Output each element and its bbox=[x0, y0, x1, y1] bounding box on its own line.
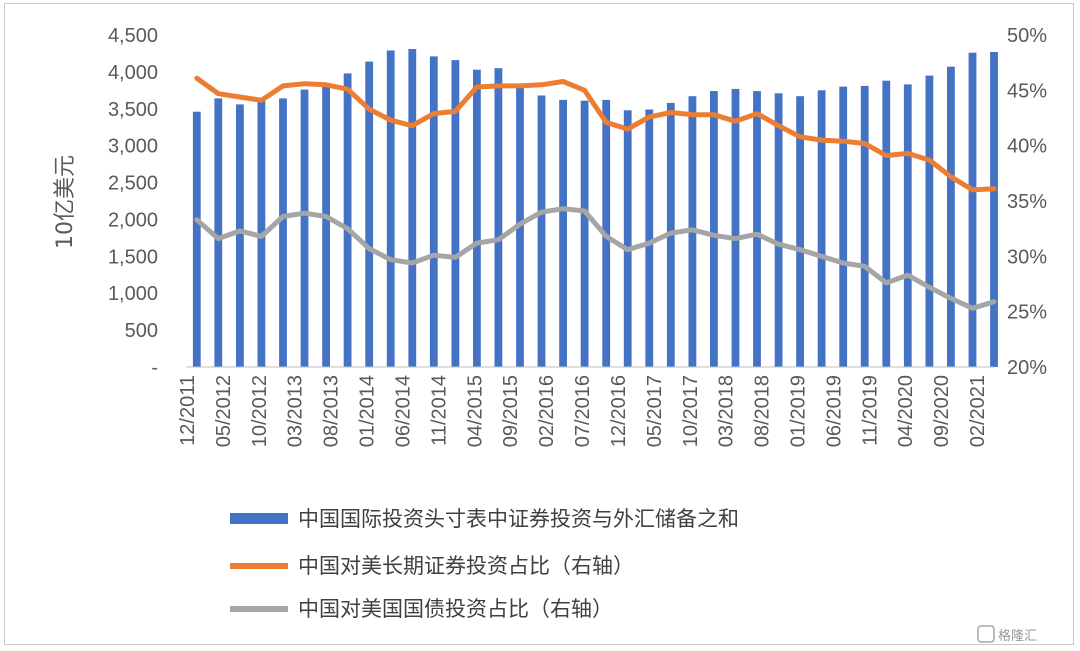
bar-21 bbox=[645, 109, 654, 367]
x-tick-label: 08/2018 bbox=[752, 375, 774, 447]
left-tick-label: 1,500 bbox=[108, 246, 158, 268]
bar-34 bbox=[925, 75, 934, 367]
x-tick-label: 03/2018 bbox=[716, 375, 738, 447]
series-line-2 bbox=[194, 206, 997, 311]
bar-32 bbox=[882, 80, 891, 367]
x-axis-ticks: 12/2011 05/2012 10/2012 03/2013 08/2013 01/20… bbox=[177, 375, 989, 447]
bar-13 bbox=[473, 69, 481, 367]
bar-35 bbox=[947, 66, 955, 367]
y-axis-label: 10亿美元 bbox=[53, 155, 78, 249]
left-tick-label: 3,000 bbox=[108, 136, 158, 158]
legend-label-grey: 中国对美国国债投资占比（右轴） bbox=[298, 597, 613, 621]
left-tick-label: 3,500 bbox=[108, 99, 158, 121]
bar-4 bbox=[279, 98, 287, 368]
legend-label-orange: 中国对美长期证券投资占比（右轴） bbox=[298, 554, 634, 578]
treasury-share-line bbox=[194, 206, 997, 311]
x-tick-label: 10/2017 bbox=[680, 375, 702, 447]
bar-37 bbox=[990, 52, 998, 367]
legend: 中国国际投资头寸表中证券投资与外汇储备之和 中国对美长期证券投资占比（右轴） 中… bbox=[230, 507, 739, 621]
right-tick-label: 30% bbox=[1007, 246, 1047, 268]
right-tick-label: 40% bbox=[1007, 136, 1047, 158]
watermark: 格隆汇 bbox=[977, 625, 1037, 644]
x-tick-label: 04/2015 bbox=[464, 375, 486, 447]
left-tick-label: 4,500 bbox=[108, 25, 158, 47]
legend-swatch-bars bbox=[230, 513, 288, 524]
bar-20 bbox=[623, 110, 632, 368]
bar-17 bbox=[559, 99, 567, 368]
long-term-securities-share-line bbox=[194, 75, 997, 193]
bar-28 bbox=[796, 96, 804, 367]
x-tick-label: 06/2014 bbox=[393, 375, 415, 447]
bar-24 bbox=[710, 91, 718, 367]
bar-7 bbox=[343, 73, 352, 368]
bar-29 bbox=[817, 90, 826, 368]
left-tick-label: 4,000 bbox=[108, 62, 158, 84]
right-tick-label: 25% bbox=[1007, 302, 1047, 324]
x-tick-label: 01/2019 bbox=[788, 375, 810, 447]
right-tick-label: 50% bbox=[1007, 25, 1047, 47]
x-tick-label: 05/2012 bbox=[213, 375, 235, 447]
x-tick-label: 11/2019 bbox=[859, 375, 881, 446]
x-tick-label: 11/2014 bbox=[428, 375, 450, 446]
x-tick-label: 09/2020 bbox=[931, 375, 953, 447]
x-tick-label: 02/2016 bbox=[536, 375, 558, 447]
x-tick-label: 10/2012 bbox=[249, 375, 271, 447]
x-tick-label: 06/2019 bbox=[823, 375, 845, 447]
x-tick-label: 07/2016 bbox=[572, 375, 594, 447]
watermark-text: 格隆汇 bbox=[998, 628, 1037, 644]
left-tick-label: 2,000 bbox=[108, 209, 158, 231]
x-tick-label: 12/2011 bbox=[177, 375, 199, 446]
x-tick-label: 02/2021 bbox=[967, 375, 989, 447]
right-tick-label: 20% bbox=[1007, 357, 1047, 379]
bar-26 bbox=[753, 91, 761, 367]
right-tick-label: 45% bbox=[1007, 80, 1047, 102]
right-tick-label: 35% bbox=[1007, 191, 1047, 213]
bar-8 bbox=[365, 61, 374, 367]
bars-layer bbox=[192, 49, 998, 368]
bar-27 bbox=[774, 93, 783, 368]
right-axis-ticks: 20% 25% 30% 35% 40% 45% 50% bbox=[1007, 25, 1047, 379]
bar-30 bbox=[839, 86, 848, 367]
bar-25 bbox=[731, 88, 740, 368]
series-line-1 bbox=[194, 75, 997, 193]
bar-2 bbox=[236, 104, 244, 368]
bar-18 bbox=[580, 100, 589, 367]
x-tick-label: 12/2016 bbox=[608, 375, 630, 447]
left-tick-label: 2,500 bbox=[108, 173, 158, 195]
left-axis-ticks: - 500 1,000 1,500 2,000 2,500 3,000 3,500 4,000 4… bbox=[108, 25, 158, 379]
bar-33 bbox=[903, 84, 912, 368]
bar-9 bbox=[386, 50, 395, 367]
bar-10 bbox=[408, 49, 417, 367]
x-tick-label: 04/2020 bbox=[895, 375, 917, 447]
x-tick-label: 08/2013 bbox=[321, 375, 343, 447]
x-tick-label: 05/2017 bbox=[644, 375, 666, 447]
left-tick-label: 1,000 bbox=[108, 283, 158, 305]
x-tick-label: 01/2014 bbox=[357, 375, 379, 447]
x-tick-label: 03/2013 bbox=[285, 375, 307, 447]
bar-12 bbox=[451, 60, 460, 367]
bar-14 bbox=[494, 68, 503, 367]
x-tick-label: 09/2015 bbox=[500, 375, 522, 447]
bar-6 bbox=[322, 86, 330, 367]
bar-16 bbox=[537, 95, 546, 367]
gelonghui-logo-icon bbox=[977, 625, 995, 643]
legend-label-bars: 中国国际投资头寸表中证券投资与外汇储备之和 bbox=[298, 507, 739, 531]
left-tick-label: 500 bbox=[125, 320, 158, 342]
bar-5 bbox=[300, 89, 309, 367]
bar-36 bbox=[968, 52, 977, 367]
bar-0 bbox=[192, 111, 201, 367]
bar-1 bbox=[214, 98, 223, 368]
left-tick-label: - bbox=[151, 357, 158, 379]
bar-11 bbox=[429, 56, 438, 368]
bar-31 bbox=[860, 85, 869, 368]
